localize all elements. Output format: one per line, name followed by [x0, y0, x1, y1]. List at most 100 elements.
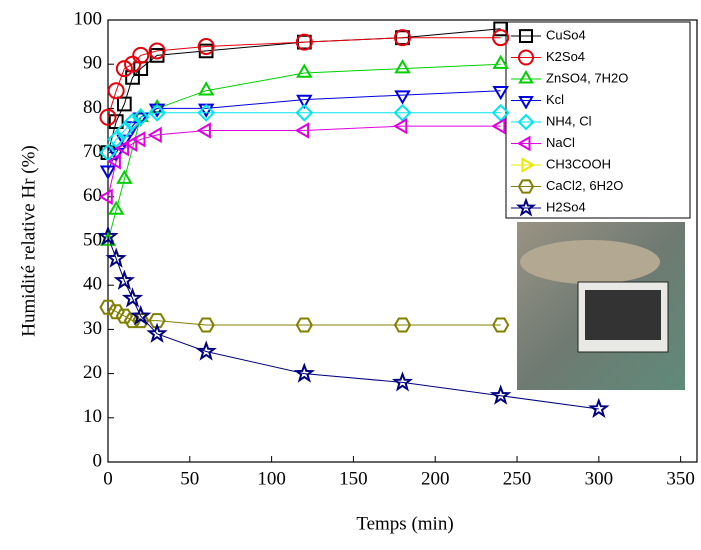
data-point	[198, 43, 214, 59]
data-point	[148, 313, 166, 329]
data-point	[293, 362, 316, 383]
series-line	[107, 236, 599, 410]
legend-marker	[518, 96, 534, 110]
data-point	[147, 126, 162, 144]
legend-label: CaCl2, 6H2O	[546, 178, 623, 193]
legend-marker	[515, 197, 537, 217]
data-point	[148, 103, 167, 122]
legend-label: CH3COOH	[546, 156, 611, 171]
legend-label: CuSo4	[546, 27, 586, 42]
data-point	[295, 33, 313, 51]
y-tick-label: 90	[83, 53, 102, 74]
legend-label: K2So4	[546, 49, 585, 64]
data-point	[149, 48, 165, 63]
legend-marker	[518, 70, 534, 84]
y-tick-label: 10	[83, 406, 102, 427]
data-point	[107, 130, 126, 149]
data-point	[130, 304, 152, 326]
series-line	[107, 306, 501, 326]
data-point	[99, 108, 117, 126]
data-point	[115, 308, 134, 324]
data-point	[393, 317, 412, 333]
data-point	[99, 165, 117, 180]
data-point	[392, 117, 408, 135]
legend-label: H2So4	[546, 199, 586, 214]
data-point	[115, 121, 134, 140]
data-point	[122, 135, 138, 153]
data-point	[491, 103, 510, 122]
data-point	[394, 90, 411, 105]
data-point	[296, 94, 313, 110]
data-point	[98, 188, 113, 206]
data-point	[492, 29, 510, 47]
data-point	[105, 247, 127, 268]
legend-marker	[517, 135, 531, 152]
data-point	[491, 117, 506, 135]
data-point	[295, 317, 313, 333]
data-point	[197, 103, 216, 122]
data-point	[296, 63, 313, 78]
y-tick-label: 0	[93, 450, 103, 471]
x-tick-label: 350	[666, 468, 695, 489]
data-point	[588, 397, 610, 419]
data-point	[107, 82, 125, 100]
y-tick-label: 100	[74, 8, 103, 29]
y-tick-label: 70	[83, 141, 102, 162]
data-point	[132, 46, 150, 64]
data-point	[107, 304, 125, 320]
data-point	[116, 169, 133, 184]
data-point	[393, 103, 412, 122]
data-point	[97, 225, 119, 246]
legend-label: ZnSO4, 7H2O	[546, 70, 628, 85]
data-point	[197, 38, 215, 55]
data-point	[489, 384, 512, 405]
data-point	[106, 153, 121, 170]
y-tick-label: 30	[83, 318, 102, 339]
data-point	[196, 122, 211, 139]
data-point	[121, 287, 144, 308]
data-point	[115, 60, 133, 78]
data-point	[492, 317, 510, 333]
legend-label: NaCl	[546, 135, 575, 150]
y-axis-label: Humidité relative Hr (%)	[18, 145, 39, 337]
data-point	[131, 131, 146, 148]
x-tick-label: 250	[503, 468, 532, 489]
data-point	[394, 59, 411, 74]
series-line	[107, 112, 501, 153]
data-point	[492, 54, 509, 69]
data-point	[124, 55, 142, 73]
data-point	[114, 139, 130, 157]
series-line	[107, 63, 501, 242]
y-tick-label: 40	[83, 274, 102, 295]
data-point	[148, 98, 166, 114]
data-point	[99, 299, 117, 315]
legend-marker	[521, 157, 535, 173]
y-tick-label: 50	[83, 229, 102, 250]
data-point	[393, 29, 412, 47]
data-point	[99, 143, 117, 162]
x-axis-label: Temps (min)	[356, 513, 453, 534]
y-tick-label: 80	[83, 97, 102, 118]
data-point	[391, 371, 414, 392]
x-tick-label: 200	[421, 468, 450, 489]
data-point	[107, 200, 125, 215]
data-point	[117, 96, 132, 112]
y-tick-label: 20	[83, 362, 102, 383]
data-point	[195, 340, 217, 361]
legend-label: Kcl	[546, 92, 564, 107]
legend-label: NH4, Cl	[546, 113, 592, 128]
x-tick-label: 100	[257, 468, 286, 489]
data-point	[146, 322, 168, 343]
legend-marker	[517, 113, 535, 131]
series-line	[107, 125, 501, 197]
legend: CuSo4 K2So4 ZnSO4, 7H2O Kcl NH4, Cl NaCl CH3CO…	[505, 21, 691, 219]
legend-marker	[517, 179, 535, 194]
data-point	[148, 42, 166, 60]
x-tick-label: 150	[339, 468, 368, 489]
data-point	[197, 317, 215, 333]
y-tick-label: 60	[83, 185, 102, 206]
x-tick-label: 0	[103, 468, 113, 489]
data-point	[113, 269, 135, 290]
data-point	[197, 81, 215, 96]
